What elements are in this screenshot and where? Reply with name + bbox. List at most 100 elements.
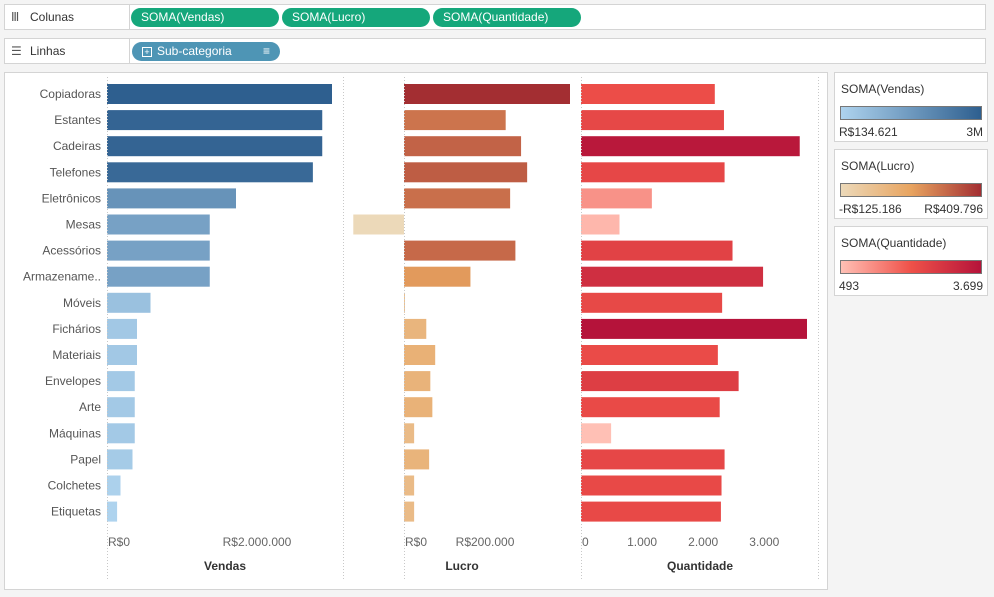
bar-quantidade	[581, 162, 725, 183]
bar-quantidade	[581, 240, 733, 261]
columns-icon: Ⅲ	[11, 10, 20, 24]
columns-shelf: Ⅲ Colunas SOMA(Vendas) SOMA(Lucro) SOMA(…	[4, 4, 986, 30]
bar-vendas	[107, 501, 118, 522]
bar-lucro	[404, 449, 430, 470]
bar-lucro	[353, 214, 404, 235]
axis-tick-label-quantidade: 2.000	[688, 535, 718, 549]
category-label: Armazename..	[23, 270, 101, 284]
bar-vendas	[107, 240, 210, 261]
expand-icon: +	[142, 47, 152, 57]
legend-lucro-title: SOMA(Lucro)	[841, 159, 915, 173]
category-label: Eletrônicos	[42, 191, 101, 205]
axis-tick-label-lucro: R$0	[405, 535, 427, 549]
bar-vendas	[107, 475, 121, 496]
legend-vendas-title: SOMA(Vendas)	[841, 82, 925, 96]
bar-lucro	[404, 188, 511, 209]
legend-lucro-max: R$409.796	[924, 202, 983, 216]
legend-lucro: SOMA(Lucro) -R$125.186 R$409.796	[834, 149, 988, 219]
bar-quantidade	[581, 501, 721, 522]
bar-vendas	[107, 84, 332, 104]
bar-quantidade	[581, 318, 807, 339]
category-label: Telefones	[50, 165, 101, 179]
pill-soma-quantidade[interactable]: SOMA(Quantidade)	[433, 8, 581, 27]
category-label: Colchetes	[48, 479, 101, 493]
category-label: Copiadoras	[40, 87, 101, 101]
legend-lucro-min: -R$125.186	[839, 202, 902, 216]
rows-shelf-label: ☰ Linhas	[5, 39, 130, 63]
bar-quantidade	[581, 292, 723, 313]
bar-vendas	[107, 292, 151, 313]
chart-panel: Copiadoras Estantes Cadeiras Telefones Eletr…	[4, 72, 828, 590]
bar-vendas	[107, 397, 135, 418]
bar-lucro	[404, 136, 522, 157]
bar-lucro	[404, 266, 471, 287]
bar-quantidade	[581, 397, 720, 418]
legend-quantidade: SOMA(Quantidade) 493 3.699	[834, 226, 988, 296]
axis-tick-label-vendas: R$2.000.000	[223, 535, 292, 549]
bar-quantidade	[581, 136, 800, 157]
bar-lucro	[404, 475, 415, 496]
bar-vendas	[107, 449, 133, 470]
bar-lucro	[404, 371, 431, 392]
category-label: Máquinas	[49, 426, 101, 440]
bar-quantidade	[581, 423, 612, 444]
bar-vendas	[107, 266, 210, 287]
category-label: Materiais	[52, 348, 101, 362]
pill-sub-categoria[interactable]: + Sub-categoria ≡	[132, 42, 280, 61]
axis-title-lucro: Lucro	[445, 559, 478, 573]
category-label: Acessórios	[42, 244, 101, 258]
bar-lucro	[404, 345, 436, 365]
legend-quantidade-max: 3.699	[952, 279, 983, 293]
bar-quantidade	[581, 266, 764, 287]
axis-tick-label-quantidade: 1.000	[627, 535, 657, 549]
category-label: Mesas	[66, 218, 101, 232]
legend-quantidade-min: 493	[839, 279, 860, 293]
axis-tick-label-quantidade: 3.000	[749, 535, 779, 549]
bar-quantidade	[581, 84, 715, 104]
axis-tick-label-quantidade: 0	[582, 535, 589, 549]
bar-vendas	[107, 345, 137, 365]
bar-lucro	[404, 162, 528, 183]
category-label: Cadeiras	[53, 139, 101, 153]
pill-soma-lucro[interactable]: SOMA(Lucro)	[282, 8, 430, 27]
sort-icon[interactable]: ≡	[262, 44, 270, 58]
legend-vendas-gradient	[840, 106, 982, 120]
category-label: Etiquetas	[51, 505, 101, 519]
legend-quantidade-title: SOMA(Quantidade)	[841, 236, 947, 250]
bar-quantidade	[581, 449, 725, 470]
category-label: Estantes	[54, 113, 101, 127]
pill-soma-vendas[interactable]: SOMA(Vendas)	[131, 8, 279, 27]
rows-icon: ☰	[11, 44, 22, 58]
bar-vendas	[107, 110, 323, 131]
category-label: Envelopes	[45, 374, 101, 388]
bar-vendas	[107, 214, 210, 235]
bar-quantidade	[581, 188, 652, 209]
rows-shelf: ☰ Linhas + Sub-categoria ≡	[4, 38, 986, 64]
legend-lucro-gradient	[840, 183, 982, 197]
axis-tick-label-lucro: R$200.000	[456, 535, 515, 549]
legend-vendas-min: R$134.621	[839, 125, 898, 139]
legend-vendas: SOMA(Vendas) R$134.621 3M	[834, 72, 988, 142]
bar-vendas	[107, 162, 313, 183]
bar-vendas	[107, 188, 236, 209]
category-label: Fichários	[52, 322, 101, 336]
category-label: Papel	[70, 452, 101, 466]
bar-lucro	[404, 501, 415, 522]
legend-vendas-max: 3M	[966, 125, 983, 139]
bar-quantidade	[581, 110, 724, 131]
bar-lucro	[404, 110, 506, 131]
axis-tick-label-vendas: R$0	[108, 535, 130, 549]
bar-lucro	[404, 84, 570, 104]
axis-title-quantidade: Quantidade	[667, 559, 733, 573]
bar-quantidade	[581, 371, 739, 392]
bar-vendas	[107, 136, 323, 157]
bar-vendas	[107, 423, 135, 444]
bar-chart: Copiadoras Estantes Cadeiras Telefones Eletr…	[23, 77, 819, 579]
bar-quantidade	[581, 214, 620, 235]
bar-vendas	[107, 371, 135, 392]
bar-lucro	[404, 240, 516, 261]
axis-title-vendas: Vendas	[204, 559, 246, 573]
category-label: Móveis	[63, 296, 101, 310]
bar-lucro	[404, 318, 427, 339]
columns-shelf-label: Ⅲ Colunas	[5, 5, 130, 29]
